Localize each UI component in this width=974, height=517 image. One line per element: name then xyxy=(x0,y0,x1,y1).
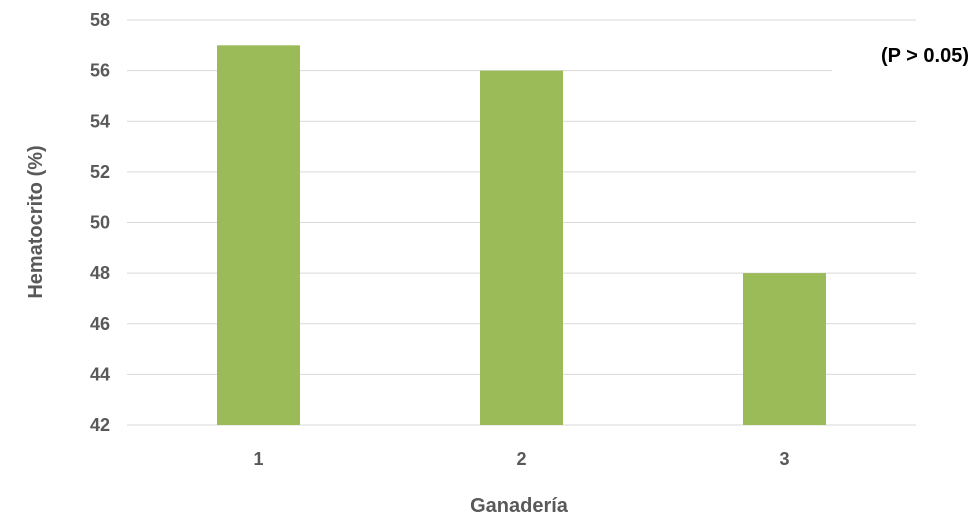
significance-annotation: (P > 0.05) xyxy=(881,45,969,67)
bars xyxy=(217,45,826,425)
bar-2 xyxy=(480,70,563,425)
bar-1 xyxy=(217,45,300,425)
x-tick-label: 3 xyxy=(779,449,789,469)
x-tick-label: 2 xyxy=(516,449,526,469)
y-tick-label: 52 xyxy=(90,162,110,182)
y-tick-label: 54 xyxy=(90,111,110,131)
x-tick-labels: 1 2 3 xyxy=(253,449,789,469)
y-tick-label: 46 xyxy=(90,314,110,334)
x-tick-label: 1 xyxy=(253,449,263,469)
y-tick-label: 58 xyxy=(90,10,110,30)
y-tick-label: 56 xyxy=(90,61,110,81)
y-tick-label: 44 xyxy=(90,364,110,384)
bar-3 xyxy=(743,273,826,425)
y-tick-label: 42 xyxy=(90,415,110,435)
y-tick-labels: 42 44 46 48 50 52 54 56 58 xyxy=(90,10,110,435)
y-tick-label: 50 xyxy=(90,213,110,233)
x-axis-title: Ganadería xyxy=(470,495,569,517)
y-tick-label: 48 xyxy=(90,263,110,283)
y-axis-title: Hematocrito (%) xyxy=(25,145,47,298)
